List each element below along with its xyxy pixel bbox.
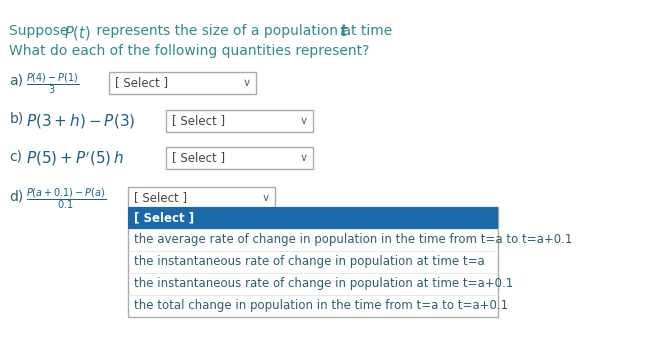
Text: the instantaneous rate of change in population at time t=a: the instantaneous rate of change in popu… [134, 256, 485, 269]
FancyBboxPatch shape [166, 147, 312, 169]
Text: $P(5)+P'(5)\,h$: $P(5)+P'(5)\,h$ [26, 149, 124, 167]
FancyBboxPatch shape [109, 72, 256, 94]
Text: the total change in population in the time from t=a to t=a+0.1: the total change in population in the ti… [134, 300, 508, 313]
Text: the average rate of change in population in the time from t=a to t=a+0.1: the average rate of change in population… [134, 233, 572, 246]
Text: $\frac{P(a+0.1)-P(a)}{0.1}$: $\frac{P(a+0.1)-P(a)}{0.1}$ [26, 187, 106, 212]
Text: [ Select ]: [ Select ] [115, 76, 167, 90]
Text: $\frac{P(4)-P(1)}{3}$: $\frac{P(4)-P(1)}{3}$ [26, 72, 79, 97]
Text: ∨: ∨ [242, 78, 251, 88]
Text: ∨: ∨ [261, 193, 269, 203]
Text: Suppose: Suppose [9, 24, 73, 38]
Text: [ Select ]: [ Select ] [171, 115, 224, 127]
Text: a): a) [9, 74, 23, 88]
Text: [ Select ]: [ Select ] [134, 211, 194, 225]
Text: .: . [347, 24, 352, 38]
Text: $P(t)$: $P(t)$ [64, 24, 91, 42]
FancyBboxPatch shape [128, 207, 498, 317]
Text: [ Select ]: [ Select ] [171, 151, 224, 165]
Text: $P(3+h)-P(3)$: $P(3+h)-P(3)$ [26, 112, 135, 130]
Text: represents the size of a population at time: represents the size of a population at t… [92, 24, 397, 38]
FancyBboxPatch shape [128, 187, 275, 209]
Text: d): d) [9, 189, 24, 203]
Text: b): b) [9, 112, 24, 126]
Text: t: t [340, 24, 346, 39]
Text: the instantaneous rate of change in population at time t=a+0.1: the instantaneous rate of change in popu… [134, 277, 513, 290]
FancyBboxPatch shape [166, 110, 312, 132]
Text: c): c) [9, 149, 23, 163]
Text: ∨: ∨ [299, 153, 308, 163]
Text: ∨: ∨ [299, 116, 308, 126]
FancyBboxPatch shape [128, 207, 498, 229]
Text: [ Select ]: [ Select ] [134, 191, 187, 205]
Text: What do each of the following quantities represent?: What do each of the following quantities… [9, 44, 370, 58]
